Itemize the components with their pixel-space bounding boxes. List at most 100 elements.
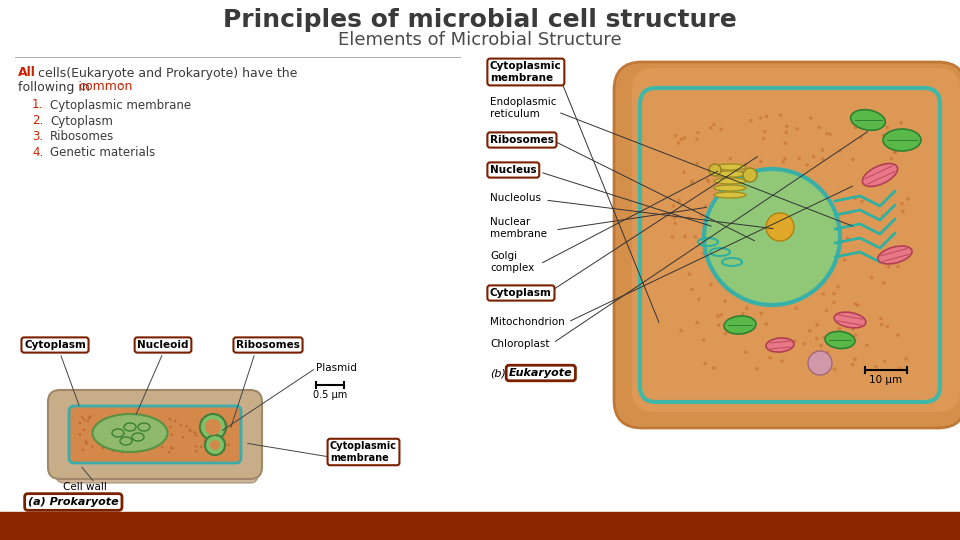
- Ellipse shape: [714, 171, 746, 177]
- Circle shape: [832, 367, 836, 371]
- Circle shape: [181, 436, 184, 438]
- Circle shape: [204, 444, 206, 447]
- Circle shape: [85, 442, 88, 445]
- Circle shape: [783, 141, 787, 145]
- Circle shape: [770, 195, 773, 199]
- Circle shape: [826, 351, 829, 355]
- Circle shape: [882, 281, 886, 285]
- Circle shape: [828, 132, 832, 136]
- Circle shape: [89, 415, 91, 418]
- Circle shape: [210, 440, 220, 450]
- Circle shape: [112, 436, 115, 439]
- Circle shape: [801, 245, 804, 248]
- Circle shape: [881, 214, 885, 217]
- Circle shape: [228, 443, 230, 446]
- Circle shape: [755, 283, 757, 286]
- Circle shape: [201, 418, 203, 421]
- Circle shape: [901, 210, 904, 213]
- Circle shape: [707, 224, 710, 227]
- Circle shape: [839, 339, 843, 342]
- Ellipse shape: [834, 312, 866, 328]
- Text: following in: following in: [18, 80, 94, 93]
- Circle shape: [160, 446, 163, 448]
- Text: 4.: 4.: [32, 146, 43, 159]
- FancyBboxPatch shape: [48, 390, 262, 479]
- Circle shape: [188, 428, 191, 431]
- Circle shape: [79, 433, 82, 436]
- Circle shape: [716, 314, 720, 318]
- Circle shape: [874, 364, 877, 368]
- Ellipse shape: [862, 164, 898, 186]
- Circle shape: [700, 214, 704, 218]
- Circle shape: [822, 292, 826, 296]
- Circle shape: [793, 340, 797, 343]
- Circle shape: [815, 323, 819, 327]
- Text: Elements of Microbial Structure: Elements of Microbial Structure: [338, 31, 622, 49]
- Circle shape: [764, 322, 768, 326]
- Circle shape: [741, 312, 745, 315]
- Circle shape: [754, 247, 756, 251]
- Circle shape: [205, 419, 221, 435]
- Circle shape: [846, 236, 850, 240]
- Circle shape: [822, 200, 826, 204]
- Circle shape: [836, 339, 840, 342]
- Circle shape: [147, 423, 150, 426]
- Circle shape: [174, 420, 177, 422]
- Text: Principles of microbial cell structure: Principles of microbial cell structure: [223, 8, 737, 32]
- Circle shape: [838, 327, 841, 331]
- Text: Cell wall: Cell wall: [63, 482, 107, 492]
- Ellipse shape: [714, 192, 746, 198]
- Circle shape: [112, 450, 115, 453]
- Circle shape: [870, 276, 874, 279]
- Circle shape: [738, 208, 742, 212]
- Ellipse shape: [724, 316, 756, 334]
- Circle shape: [221, 418, 223, 421]
- Circle shape: [746, 294, 749, 298]
- Circle shape: [195, 445, 198, 448]
- Circle shape: [761, 137, 765, 140]
- Circle shape: [225, 422, 228, 424]
- Circle shape: [765, 297, 769, 301]
- Circle shape: [882, 133, 886, 137]
- Circle shape: [744, 350, 748, 354]
- Circle shape: [749, 119, 753, 123]
- Circle shape: [732, 232, 736, 235]
- Circle shape: [904, 357, 908, 360]
- Circle shape: [790, 251, 793, 254]
- Circle shape: [224, 443, 227, 446]
- Circle shape: [769, 260, 773, 264]
- Circle shape: [803, 342, 806, 346]
- Circle shape: [677, 141, 680, 145]
- Text: Mitochondrion: Mitochondrion: [490, 317, 564, 327]
- Circle shape: [815, 336, 819, 340]
- Circle shape: [764, 293, 768, 296]
- Text: Cytoplasmic
membrane: Cytoplasmic membrane: [330, 441, 397, 463]
- Circle shape: [737, 214, 741, 217]
- Circle shape: [83, 429, 85, 431]
- Circle shape: [887, 265, 891, 268]
- Circle shape: [695, 321, 699, 325]
- Circle shape: [128, 450, 131, 453]
- Circle shape: [765, 114, 768, 118]
- Circle shape: [704, 361, 708, 365]
- Circle shape: [759, 312, 763, 315]
- Text: Cytoplasm: Cytoplasm: [490, 288, 552, 298]
- Circle shape: [819, 344, 823, 347]
- Circle shape: [764, 238, 767, 241]
- Circle shape: [852, 158, 855, 161]
- Circle shape: [836, 285, 840, 288]
- Circle shape: [697, 298, 701, 301]
- Circle shape: [169, 426, 172, 428]
- Circle shape: [82, 449, 84, 451]
- Circle shape: [678, 199, 682, 202]
- Ellipse shape: [92, 414, 167, 452]
- Text: Nucleoid: Nucleoid: [137, 340, 189, 350]
- Circle shape: [888, 143, 891, 147]
- Circle shape: [795, 307, 798, 310]
- Circle shape: [821, 361, 824, 365]
- Circle shape: [729, 322, 732, 326]
- Circle shape: [195, 434, 198, 436]
- Text: common: common: [78, 80, 132, 93]
- Circle shape: [96, 434, 99, 436]
- Circle shape: [893, 254, 896, 258]
